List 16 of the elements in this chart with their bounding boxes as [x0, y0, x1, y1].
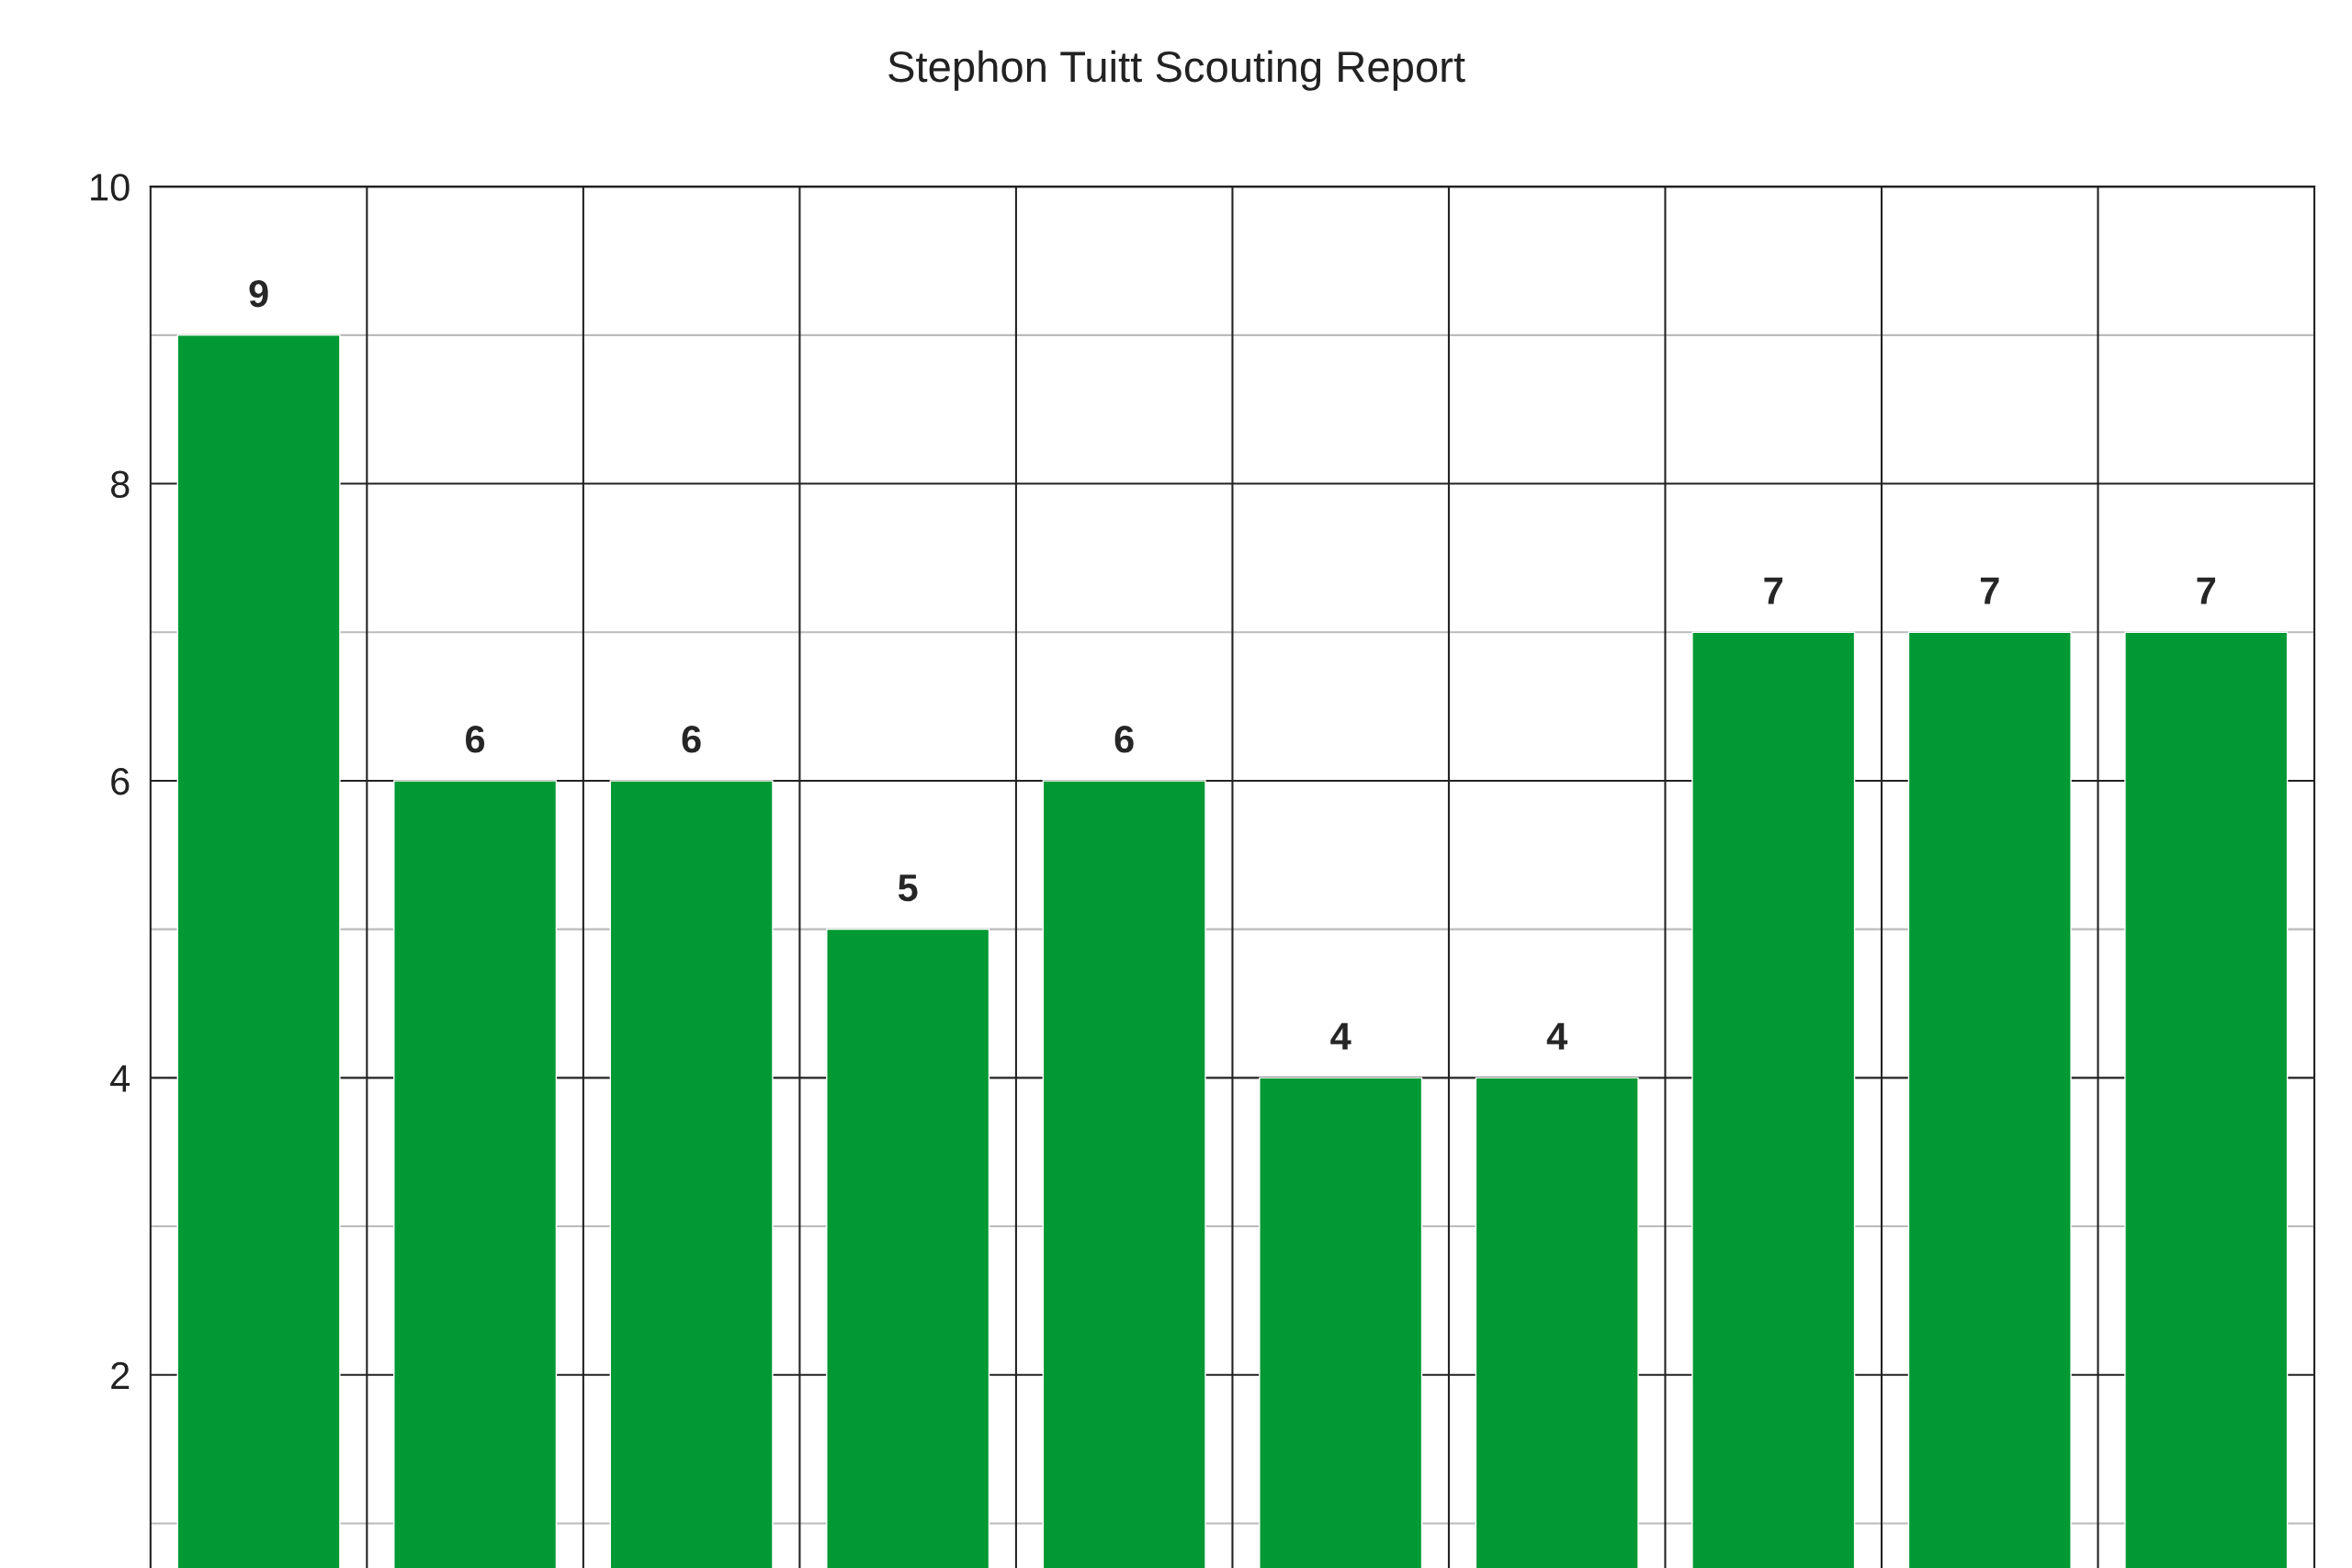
- data-label: 7: [1980, 577, 1999, 604]
- data-label: 4: [1330, 1022, 1351, 1050]
- y-tick-label: 8: [110, 470, 130, 499]
- data-label: 5: [898, 874, 918, 902]
- chart-title: Stephon Tuitt Scouting Report: [888, 50, 1465, 91]
- data-label: 6: [682, 725, 701, 753]
- data-label: 4: [1546, 1022, 1568, 1050]
- y-tick-label: 4: [110, 1065, 130, 1092]
- data-label: 7: [2197, 577, 2216, 604]
- data-label: 6: [466, 725, 485, 753]
- y-tick-label: 6: [111, 767, 130, 795]
- y-tick-label: 10: [91, 174, 130, 201]
- y-tick-label: 2: [111, 1361, 130, 1389]
- data-label: 7: [1764, 577, 1782, 604]
- data-label: 6: [1114, 725, 1134, 753]
- data-label: 9: [249, 279, 268, 308]
